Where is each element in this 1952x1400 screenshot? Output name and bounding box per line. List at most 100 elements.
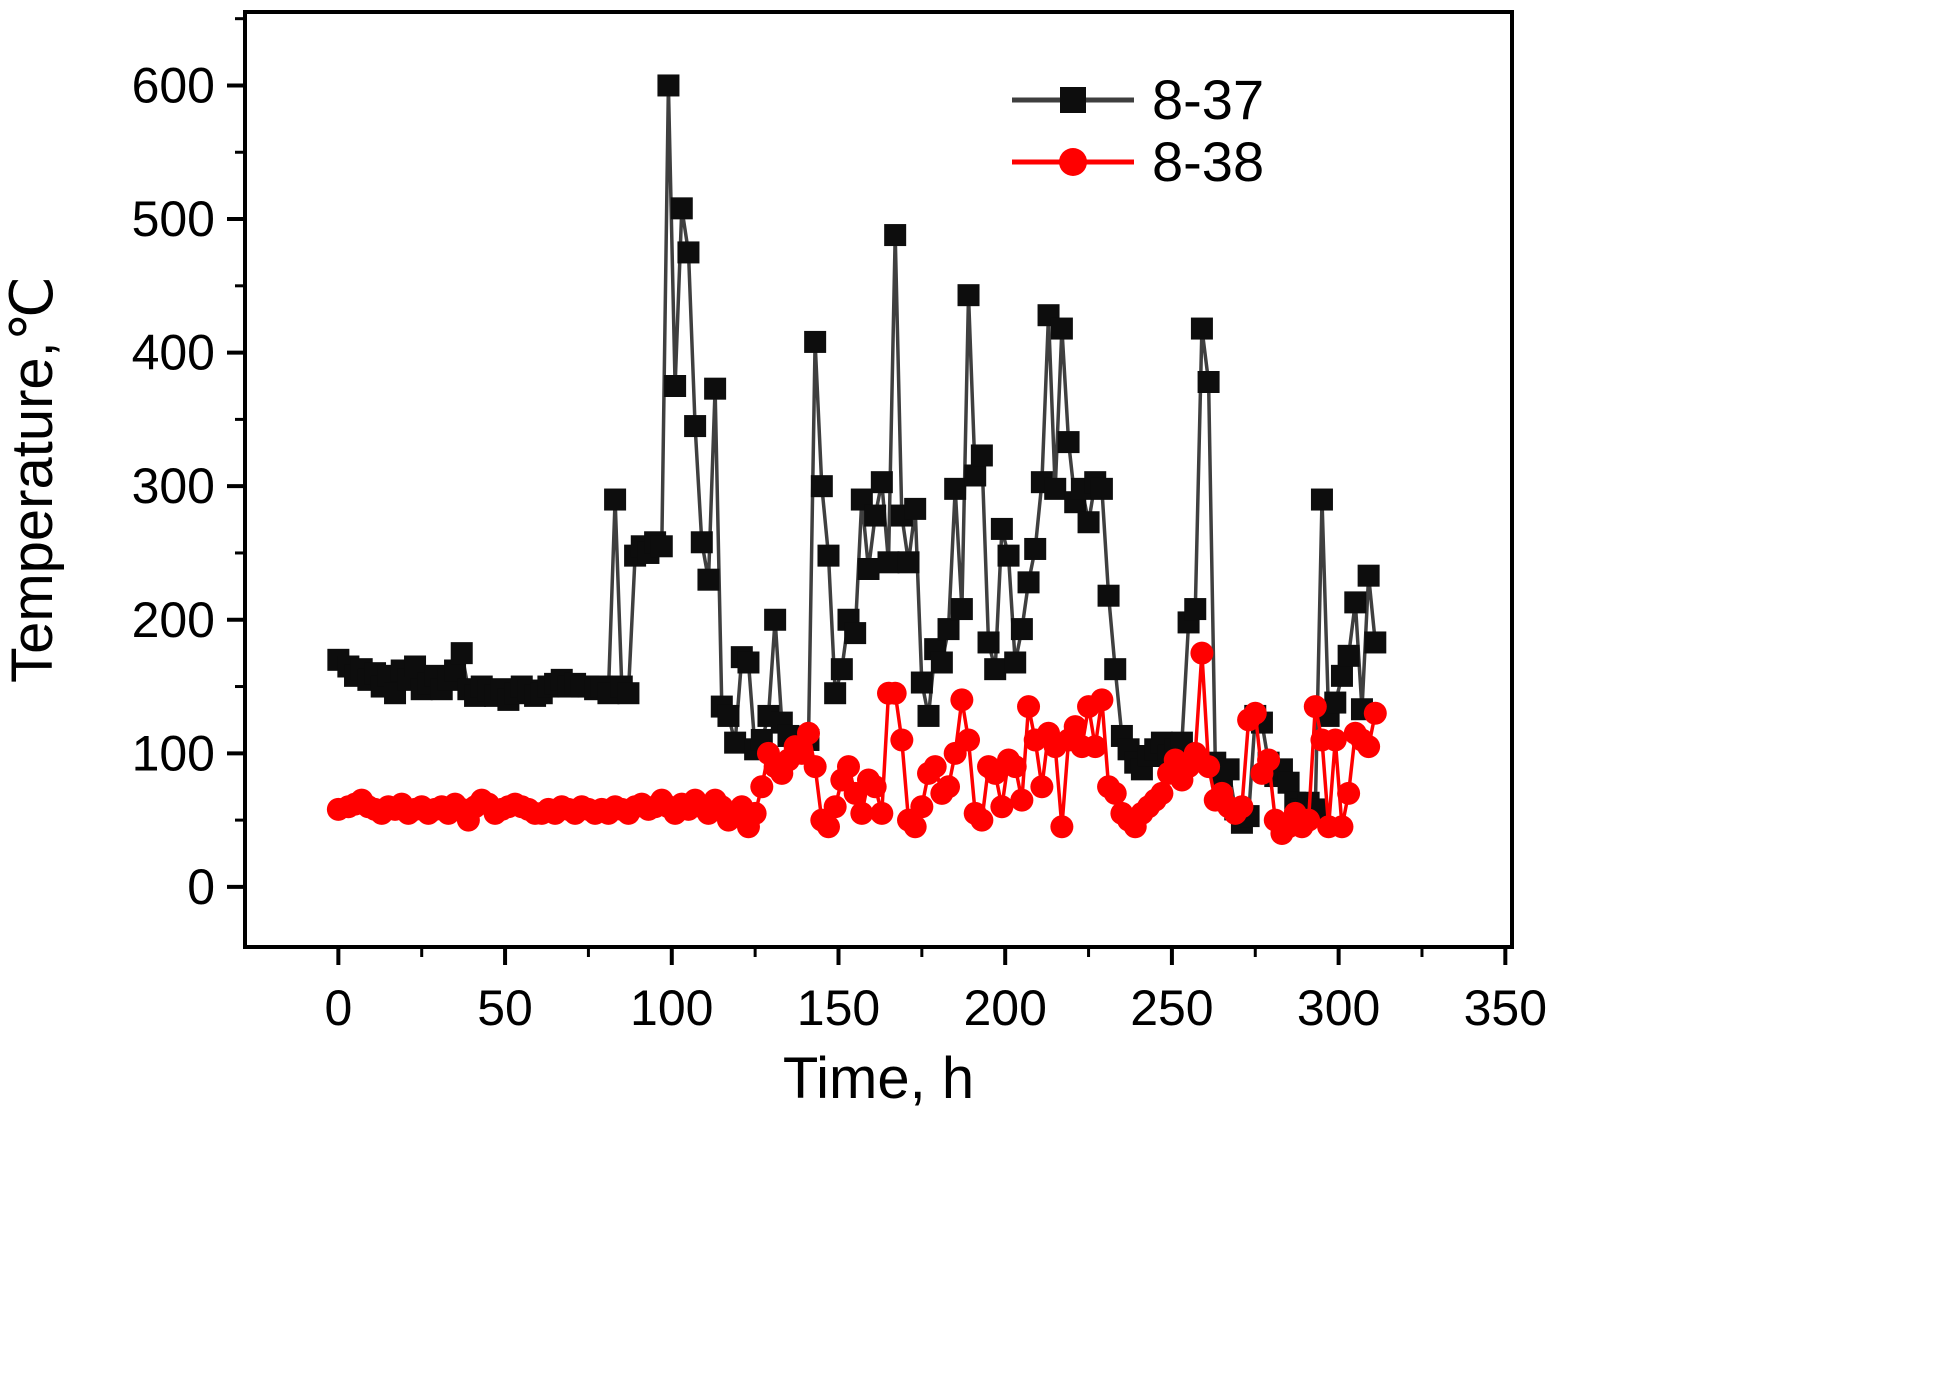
x-tick-label: 300: [1297, 980, 1380, 1036]
data-point-square: [977, 631, 1000, 654]
data-point-square: [1097, 584, 1120, 607]
data-point-circle: [1050, 815, 1074, 839]
data-point-square: [1017, 571, 1040, 594]
data-point-square: [657, 74, 680, 97]
data-point-square: [1057, 431, 1080, 454]
data-point-circle: [1197, 755, 1221, 779]
data-point-square: [450, 642, 473, 665]
data-point-square: [764, 608, 787, 631]
data-point-circle: [1190, 641, 1214, 665]
data-point-square: [857, 557, 880, 580]
data-point-square: [690, 531, 713, 554]
data-point-square: [817, 544, 840, 567]
data-point-square: [664, 375, 687, 397]
data-point-circle: [1297, 808, 1321, 832]
data-point-circle: [923, 755, 947, 779]
series-8-38: [326, 641, 1387, 845]
y-tick-label: 500: [132, 191, 215, 247]
data-point-square: [1090, 477, 1113, 500]
data-point-square: [1104, 658, 1127, 681]
y-tick-label: 200: [132, 592, 215, 648]
data-point-square: [1077, 511, 1100, 534]
data-point-square: [937, 618, 960, 641]
data-point-square: [997, 544, 1020, 567]
data-point-square: [950, 598, 973, 621]
data-point-square: [1184, 598, 1207, 621]
data-point-circle: [850, 801, 874, 825]
x-tick-label: 50: [477, 980, 533, 1036]
data-point-square: [917, 704, 940, 727]
data-point-circle: [1303, 695, 1327, 719]
data-point-circle: [823, 795, 847, 819]
legend-item-8-38: 8-38: [1012, 130, 1264, 193]
data-point-square: [1010, 618, 1033, 641]
data-point-circle: [970, 808, 994, 832]
data-point-circle: [796, 721, 820, 745]
legend-item-8-37: 8-37: [1012, 68, 1264, 131]
x-tick-label: 350: [1464, 980, 1547, 1036]
data-point-square: [1217, 758, 1240, 781]
legend-marker-square: [1060, 87, 1086, 113]
data-point-square: [604, 488, 627, 511]
data-point-square: [1324, 691, 1347, 714]
data-point-square: [957, 284, 980, 307]
y-tick-label: 100: [132, 725, 215, 781]
legend: 8-378-38: [1012, 68, 1264, 193]
x-tick-label: 0: [324, 980, 352, 1036]
y-tick-label: 600: [132, 57, 215, 113]
data-point-circle: [1010, 788, 1034, 812]
data-point-square: [804, 330, 827, 353]
data-point-square: [970, 444, 993, 467]
data-point-square: [1277, 771, 1300, 794]
data-point-circle: [1003, 755, 1027, 779]
data-point-circle: [950, 688, 974, 712]
data-point-square: [704, 377, 727, 400]
data-point-square: [1044, 477, 1067, 500]
data-point-square: [864, 504, 887, 527]
data-point-circle: [750, 775, 774, 799]
data-point-circle: [990, 795, 1014, 819]
data-point-square: [884, 224, 907, 247]
data-point-circle: [1243, 701, 1267, 725]
data-point-circle: [1337, 781, 1361, 805]
data-point-circle: [1083, 735, 1107, 759]
data-point-square: [617, 682, 640, 705]
data-point-circle: [890, 728, 914, 752]
data-point-square: [897, 551, 920, 574]
data-point-circle: [1257, 748, 1281, 772]
y-tick-label: 0: [187, 859, 215, 915]
data-point-circle: [1330, 815, 1354, 839]
data-point-circle: [836, 755, 860, 779]
x-tick-label: 200: [963, 980, 1046, 1036]
data-point-circle: [1090, 688, 1114, 712]
x-tick-label: 250: [1130, 980, 1213, 1036]
data-point-square: [910, 671, 933, 694]
data-point-circle: [1230, 795, 1254, 819]
legend-marker-circle: [1059, 148, 1087, 176]
x-axis: 0 50 100 150 200 250 300 350: [324, 947, 1547, 1036]
data-point-circle: [1030, 775, 1054, 799]
data-point-square: [830, 658, 853, 681]
data-point-circle: [870, 801, 894, 825]
data-point-circle: [937, 775, 961, 799]
data-point-circle: [1357, 735, 1381, 759]
data-point-square: [1357, 564, 1380, 587]
data-point-circle: [903, 815, 927, 839]
data-point-square: [824, 682, 847, 705]
data-point-square: [844, 622, 867, 645]
data-point-square: [444, 659, 467, 682]
data-point-square: [984, 658, 1007, 681]
data-point-square: [677, 241, 700, 264]
plot-frame: [243, 10, 1514, 949]
data-point-square: [1050, 317, 1073, 340]
x-tick-label: 100: [630, 980, 713, 1036]
data-point-square: [944, 477, 967, 500]
data-point-square: [684, 415, 707, 438]
data-point-square: [870, 471, 893, 494]
y-tick-label: 300: [132, 458, 215, 514]
data-point-square: [810, 475, 833, 498]
data-point-circle: [883, 681, 907, 705]
data-point-circle: [1103, 781, 1127, 805]
data-point-square: [717, 704, 740, 727]
data-point-square: [1310, 488, 1333, 511]
